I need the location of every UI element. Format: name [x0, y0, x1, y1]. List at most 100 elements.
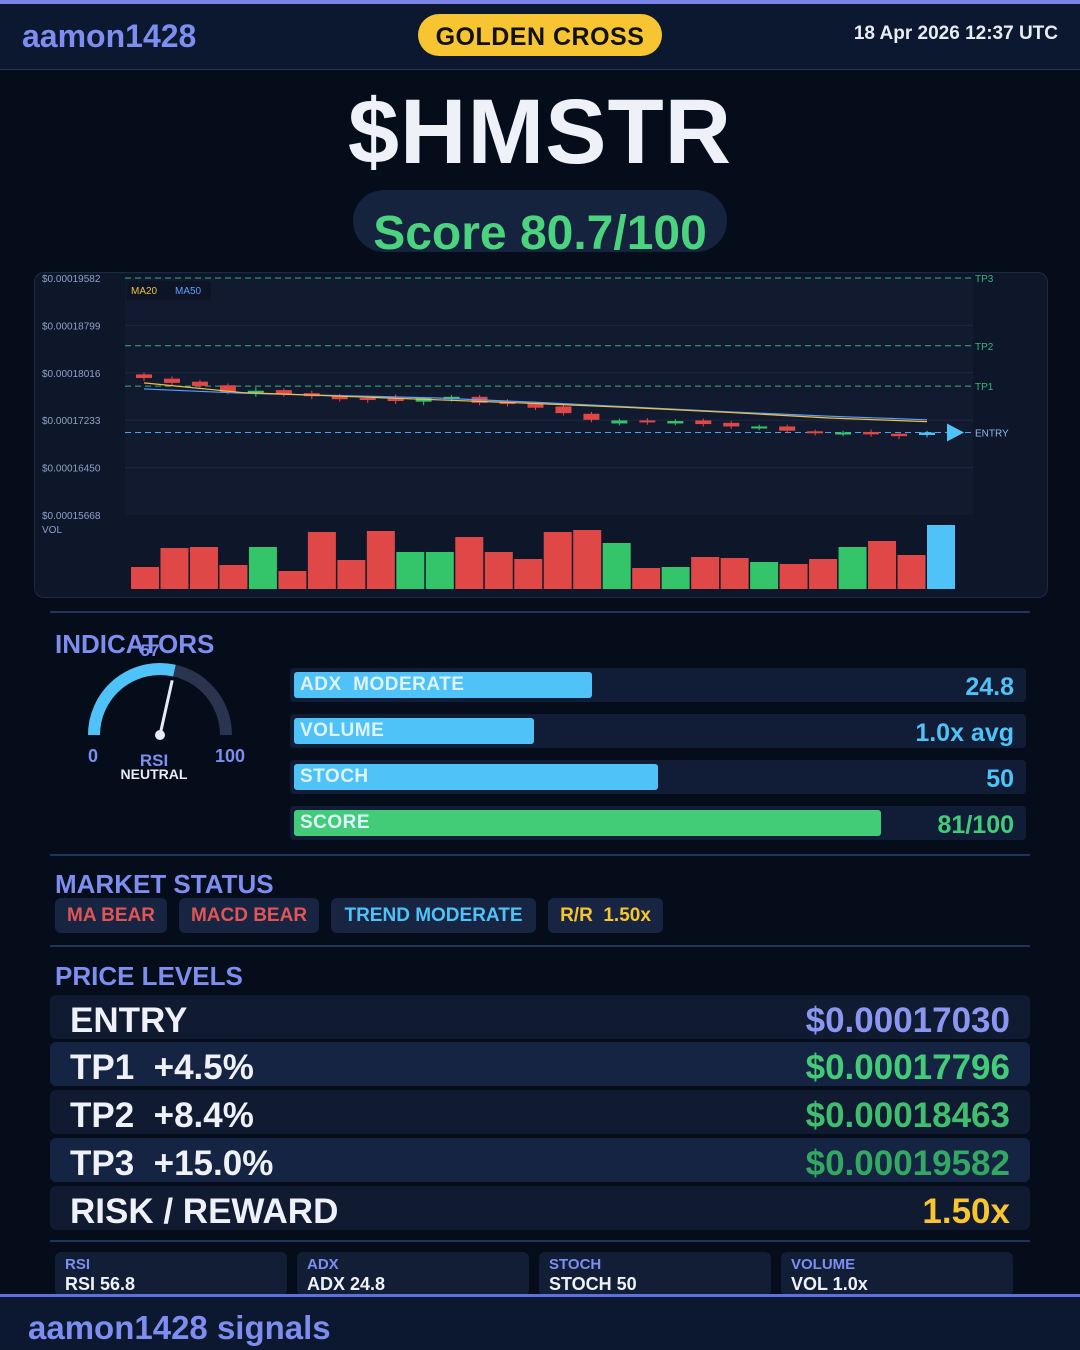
candle-body	[527, 403, 544, 408]
y-tick-label: $0.00017233	[42, 416, 101, 427]
indicator-bar-value: 24.8	[965, 673, 1014, 701]
section-divider	[50, 611, 1030, 613]
ticker-symbol: $HMSTR	[347, 81, 733, 183]
rsi-gauge-value: 57	[141, 641, 160, 660]
indicator-bar-volume: VOLUME 1.0x avg	[290, 714, 1026, 748]
market-status-title: MARKET STATUS	[55, 869, 274, 899]
indicator-bar-fill	[294, 764, 658, 790]
volume-axis-label: VOL	[42, 525, 62, 536]
candle-body	[751, 426, 768, 429]
candle-body	[136, 374, 152, 379]
price-level-entry: ENTRY $0.00017030	[50, 995, 1030, 1040]
legend-ma50: MA50	[175, 286, 202, 297]
top-accent-line	[0, 0, 1080, 4]
candle-body	[163, 378, 180, 383]
candle-body	[863, 431, 880, 435]
stat-card-rsi: RSI RSI 56.8	[55, 1252, 287, 1296]
volume-bar	[514, 559, 543, 589]
volume-bar	[632, 568, 661, 589]
indicator-bar-fill	[294, 718, 535, 744]
volume-bar	[337, 560, 366, 589]
candle-body	[611, 420, 628, 424]
rsi-gauge-state: NEUTRAL	[121, 766, 188, 782]
y-tick-label: $0.00016450	[42, 464, 101, 475]
indicator-bar-score: SCORE 81/100	[290, 806, 1026, 840]
stat-title: ADX	[307, 1256, 339, 1273]
price-level-risk-reward: RISK / REWARD 1.50x	[50, 1186, 1030, 1231]
stat-title: VOLUME	[791, 1256, 856, 1273]
rsi-gauge-needle	[158, 680, 174, 736]
level-label-tp2: TP2	[975, 342, 994, 353]
price-level-tp2: TP2 +8.4% $0.00018463	[50, 1090, 1030, 1135]
volume-bar	[307, 532, 336, 589]
candle-body	[555, 406, 572, 414]
section-divider	[50, 1240, 1030, 1242]
candle-body	[667, 421, 684, 424]
candle-body	[835, 432, 852, 435]
price-level-label: TP1 +4.5%	[70, 1048, 254, 1087]
volume-bar	[720, 558, 749, 589]
volume-bar	[396, 552, 425, 589]
price-level-value: $0.00017030	[805, 1001, 1010, 1040]
candle-body	[387, 398, 404, 402]
legend-box	[127, 281, 211, 300]
volume-bar	[366, 531, 395, 589]
candle-body	[191, 381, 208, 386]
indicator-bar-label: STOCH	[300, 766, 369, 787]
volume-bar	[573, 530, 602, 589]
stat-value: ADX 24.8	[307, 1274, 386, 1294]
section-divider	[50, 854, 1030, 856]
stat-card-volume: VOLUME VOL 1.0x	[781, 1252, 1013, 1296]
indicator-bar-fill	[294, 810, 882, 836]
status-chip-rr: R/R 1.50x	[548, 898, 663, 933]
indicator-bar-adx: ADX MODERATE 24.8	[290, 668, 1026, 702]
volume-bar	[189, 547, 218, 589]
candle-body	[443, 396, 460, 400]
rsi-gauge-fill	[88, 663, 176, 736]
volume-bar	[160, 548, 189, 589]
volume-bar	[750, 562, 779, 589]
rsi-gauge-track	[88, 663, 232, 736]
entry-arrow-icon	[947, 423, 964, 442]
volume-bar	[425, 552, 454, 589]
price-level-tp1: TP1 +4.5% $0.00017796	[50, 1042, 1030, 1087]
volume-bar	[838, 547, 867, 589]
brand-name: aamon1428	[22, 18, 197, 54]
stat-title: RSI	[65, 1256, 91, 1273]
volume-bar	[543, 532, 572, 589]
volume-bar	[779, 564, 808, 589]
status-chip-ma: MA BEAR	[55, 898, 167, 933]
volume-bar	[248, 547, 277, 589]
rsi-gauge-max: 100	[215, 746, 245, 766]
indicator-bar-value: 81/100	[937, 811, 1014, 839]
price-level-value: $0.00018463	[805, 1096, 1010, 1135]
candle-body	[919, 432, 935, 435]
header-bar: aamon1428 GOLDEN CROSS 18 Apr 2026 12:37…	[0, 4, 1080, 70]
level-label-tp3: TP3	[975, 274, 994, 285]
stat-value: RSI 56.8	[65, 1274, 136, 1294]
rsi-gauge-min: 0	[88, 746, 98, 766]
candle-body	[275, 390, 292, 395]
level-label-entry: ENTRY	[975, 429, 1009, 440]
candle-body	[779, 426, 796, 431]
price-chart: $0.00019582 $0.00018799 $0.00018016 $0.0001…	[42, 274, 1009, 589]
stat-value: STOCH 50	[549, 1274, 637, 1294]
y-tick-label: $0.00018016	[42, 369, 101, 380]
candle-body	[583, 413, 600, 420]
legend-ma20: MA20	[131, 286, 158, 297]
section-divider	[50, 945, 1030, 947]
price-level-label: TP2 +8.4%	[70, 1096, 254, 1135]
stat-card-adx: ADX ADX 24.8	[297, 1252, 529, 1296]
price-level-label: ENTRY	[70, 1001, 188, 1040]
timestamp: 18 Apr 2026 12:37 UTC	[853, 23, 1058, 44]
volume-bar	[927, 525, 955, 589]
indicator-bar-value: 1.0x avg	[915, 719, 1014, 747]
footer-bar: aamon1428 signals	[0, 1294, 1080, 1350]
volume-bar	[809, 559, 838, 589]
candle-body	[359, 398, 376, 401]
ma20-line	[143, 382, 928, 423]
price-level-label: RISK / REWARD	[70, 1192, 339, 1231]
y-tick-label: $0.00015668	[42, 511, 101, 522]
candle-body	[723, 422, 740, 427]
status-chip-trend: TREND MODERATE	[331, 898, 536, 933]
